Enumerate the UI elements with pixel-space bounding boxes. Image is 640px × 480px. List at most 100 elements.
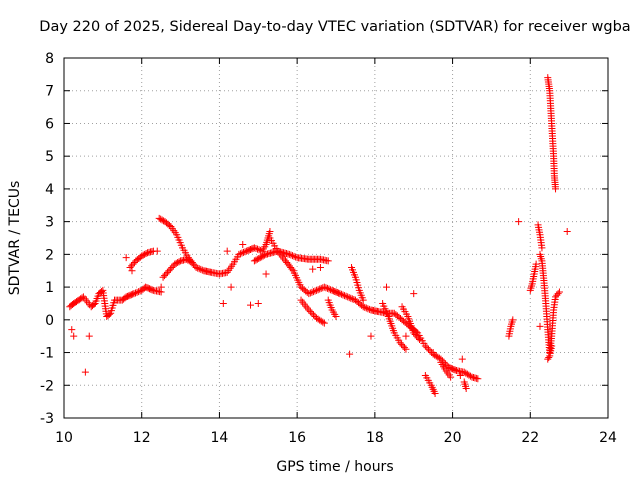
data-point: [324, 257, 332, 265]
data-point: [554, 290, 562, 298]
data-point: [288, 252, 296, 260]
data-point: [411, 331, 419, 339]
data-point: [255, 254, 263, 262]
data-point: [187, 258, 195, 266]
data-point: [398, 340, 406, 348]
data-point: [364, 305, 372, 313]
data-point: [148, 286, 156, 294]
data-point: [345, 294, 353, 302]
y-tick-label: -1: [40, 346, 54, 362]
data-point: [98, 287, 106, 295]
y-tick-label: 8: [45, 51, 54, 67]
data-point: [410, 290, 418, 298]
data-point: [130, 290, 138, 298]
x-axis-label: GPS time / hours: [276, 459, 393, 475]
data-point: [141, 250, 149, 258]
data-point: [316, 285, 324, 293]
data-point: [131, 289, 139, 297]
data-point: [184, 256, 192, 264]
data-point: [563, 227, 571, 235]
data-point: [122, 254, 130, 262]
data-point: [254, 245, 262, 253]
data-point: [359, 296, 367, 304]
data-point: [185, 257, 193, 265]
data-point: [159, 273, 167, 281]
data-point: [223, 247, 231, 255]
y-axis-label: SDTVAR / TECUs: [7, 181, 23, 296]
data-point: [165, 267, 173, 275]
data-point: [336, 290, 344, 298]
chart-title: Day 220 of 2025, Sidereal Day-to-day VTE…: [39, 19, 630, 35]
y-tick-label: 6: [45, 116, 54, 132]
data-point: [309, 288, 317, 296]
data-point: [158, 216, 166, 224]
data-point: [545, 353, 553, 361]
data-point: [383, 283, 391, 291]
data-point: [157, 283, 165, 291]
data-point: [402, 345, 410, 353]
data-point: [348, 295, 356, 303]
data-point: [342, 292, 350, 300]
data-point: [367, 332, 375, 340]
data-point: [90, 301, 98, 309]
data-point: [258, 253, 266, 261]
data-point: [532, 260, 540, 268]
data-point: [161, 272, 169, 280]
data-point: [314, 286, 322, 294]
data-point: [361, 303, 369, 311]
data-point: [400, 344, 408, 352]
data-point: [129, 290, 137, 298]
data-point: [308, 288, 316, 296]
data-point: [346, 350, 354, 358]
data-point: [257, 246, 265, 254]
data-point: [292, 253, 300, 261]
data-point: [335, 289, 343, 297]
x-tick-label: 22: [521, 430, 539, 446]
data-point: [239, 241, 247, 249]
data-point: [332, 313, 340, 321]
data-point: [153, 247, 161, 255]
data-point: [139, 251, 147, 259]
data-point: [241, 248, 249, 256]
data-point: [347, 294, 355, 302]
data-point: [306, 308, 314, 316]
data-point: [339, 291, 347, 299]
data-point: [262, 270, 270, 278]
data-point: [166, 265, 174, 273]
data-point: [219, 299, 227, 307]
data-point: [515, 218, 523, 226]
data-point: [168, 263, 176, 271]
data-point: [70, 332, 78, 340]
data-point: [423, 344, 431, 352]
data-point: [536, 322, 544, 330]
y-tick-label: 5: [45, 149, 54, 165]
data-point: [306, 289, 314, 297]
x-tick-label: 12: [133, 430, 151, 446]
data-point: [182, 255, 190, 263]
data-point: [320, 319, 328, 327]
data-points: [66, 74, 571, 397]
plot-frame: [63, 57, 609, 419]
data-point: [136, 287, 144, 295]
data-point: [227, 283, 235, 291]
data-point: [451, 366, 459, 374]
data-point: [163, 268, 171, 276]
data-point: [308, 309, 316, 317]
x-tick-label: 24: [599, 430, 617, 446]
data-point: [165, 221, 173, 229]
x-tick-label: 18: [366, 430, 384, 446]
data-point: [416, 335, 424, 343]
data-point: [240, 248, 248, 256]
data-point: [509, 316, 517, 324]
data-point: [402, 332, 410, 340]
data-point: [250, 244, 258, 252]
data-point: [197, 265, 205, 273]
data-point: [305, 290, 313, 298]
data-point: [365, 305, 373, 313]
data-point: [252, 244, 260, 252]
data-point: [456, 371, 464, 379]
data-point: [458, 355, 466, 363]
data-point: [255, 246, 263, 254]
data-point: [81, 368, 89, 376]
data-point: [362, 304, 370, 312]
